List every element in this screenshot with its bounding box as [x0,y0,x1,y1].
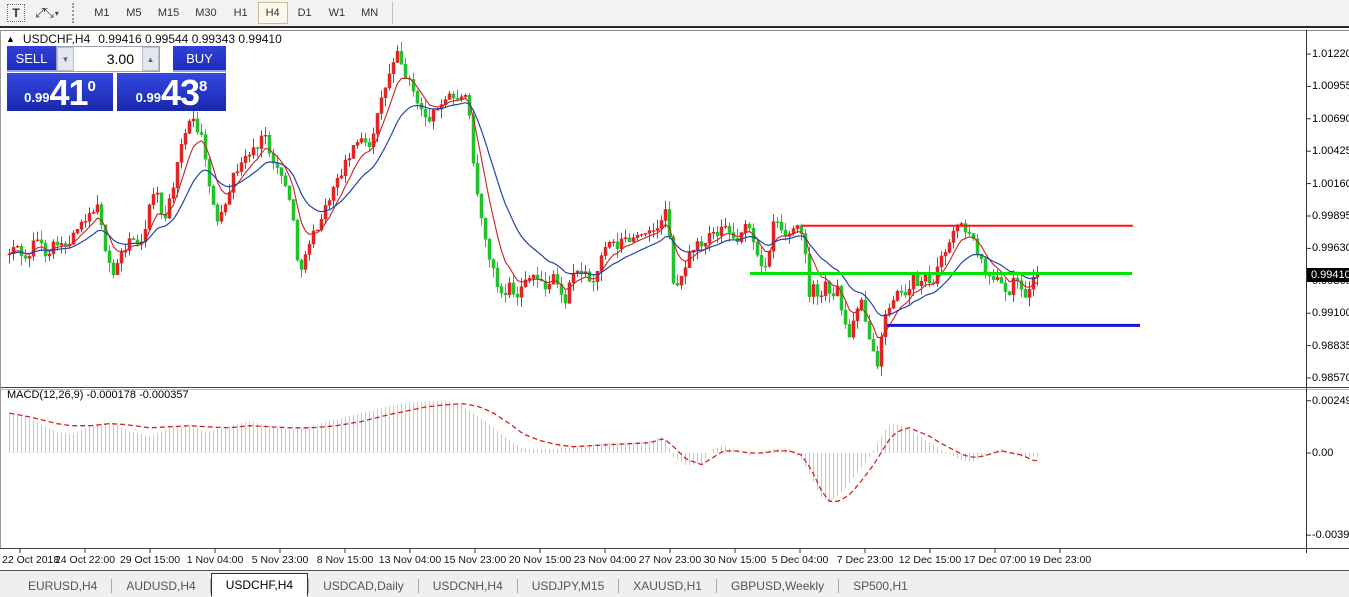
buy-price-main: 43 [160,71,200,113]
buy-button[interactable]: BUY [173,46,226,72]
text-label-tool-button[interactable]: T [4,2,28,24]
lot-size-input[interactable]: 3.00 [74,47,142,71]
sell-button[interactable]: SELL [7,46,56,72]
tab-separator [516,579,518,593]
price-axis-label: 1.00425 [1312,145,1349,158]
time-axis-label: 1 Nov 04:00 [186,554,244,566]
price-axis-label: 1.00160 [1312,177,1349,190]
tab-separator [417,579,419,593]
arrows-tool-icon: ⤢⤡ [35,5,54,20]
time-axis-label: 23 Nov 04:00 [573,554,637,566]
chart-tab-usdcad[interactable]: USDCAD,Daily [323,579,404,593]
current-price-badge: 0.99410 [1307,268,1349,283]
price-axis-label: 0.99100 [1312,307,1349,320]
timeframe-button-h4[interactable]: H4 [257,2,288,24]
time-axis-label: 7 Dec 23:00 [836,554,894,566]
tab-separator [838,579,840,593]
price-axis-label: 1.00690 [1312,112,1349,125]
tab-separator [715,579,717,593]
toolbar-grip [71,3,78,23]
chart-tab-usdcnh[interactable]: USDCNH,H4 [432,579,503,593]
price-axis-label: 0.98570 [1312,371,1349,384]
sell-price-display[interactable]: 0.99 41 0 [7,73,113,111]
sell-price-prefix: 0.99 [24,90,50,105]
chevron-down-icon: ▾ [54,8,59,18]
collapse-panel-icon[interactable]: ▲ [6,34,15,44]
time-axis-label: 24 Oct 22:00 [54,554,116,566]
chart-tab-sp500[interactable]: SP500,H1 [853,579,908,593]
timeframe-button-h1[interactable]: H1 [233,7,248,19]
macd-axis-label: -0.003913 [1312,529,1349,542]
lot-decrease-button[interactable]: ▼ [57,47,74,71]
time-axis-label: 27 Nov 23:00 [638,554,702,566]
chart-tab-usdjpy[interactable]: USDJPY,M15 [531,579,605,593]
chart-window: ▲ USDCHF,H4 0.99416 0.99544 0.99343 0.99… [0,30,1349,570]
top-toolbar: T ⤢⤡ ▾ M1 M5 M15 M30 H1 H4 D1 W1 MN [0,0,1349,28]
time-axis-label: 13 Nov 04:00 [378,554,442,566]
text-tool-icon: T [7,4,25,22]
timeframe-button-m5[interactable]: M5 [126,7,142,19]
chart-tab-audusd[interactable]: AUDUSD,H4 [126,579,196,593]
macd-indicator-label: MACD(12,26,9) -0.000178 -0.000357 [7,389,189,401]
time-axis-label: 30 Nov 15:00 [703,554,767,566]
timeframe-button-m30[interactable]: M30 [195,7,217,19]
macd-axis-label: 0.002492 [1312,394,1349,407]
chart-tab-usdchf[interactable]: USDCHF,H4 [210,573,309,597]
price-axis-label: 1.01220 [1312,48,1349,60]
tab-separator [308,579,310,593]
timeframe-button-m15[interactable]: M15 [157,7,180,19]
time-axis-label: 29 Oct 15:00 [119,554,181,566]
chart-ohlc-values: 0.99416 0.99544 0.99343 0.99410 [98,32,282,46]
chart-tab-eurusd[interactable]: EURUSD,H4 [28,579,98,593]
timeframe-button-w1[interactable]: W1 [328,7,346,19]
time-axis-label: 22 Oct 2018 [2,554,60,566]
sell-price-pip: 0 [87,78,96,95]
lot-increase-button[interactable]: ▲ [142,47,159,71]
timeframe-buttons: M1 M5 M15 M30 H1 H4 D1 W1 MN [86,2,386,24]
one-click-trade-panel: SELL ▼ 3.00 ▲ BUY 0.99 41 0 0.99 43 8 [7,46,226,111]
tab-separator [618,579,620,593]
timeframe-button-d1[interactable]: D1 [297,7,312,19]
arrows-tool-button[interactable]: ⤢⤡ ▾ [32,2,62,24]
buy-price-pip: 8 [199,78,208,95]
time-axis-label: 15 Nov 23:00 [443,554,507,566]
chart-tab-gbpusd[interactable]: GBPUSD,Weekly [730,579,825,593]
buy-price-display[interactable]: 0.99 43 8 [117,73,226,111]
chart-tab-bar: EURUSD,H4 AUDUSD,H4 USDCHF,H4 USDCAD,Daily U… [0,570,1349,597]
time-axis-label: 8 Nov 15:00 [316,554,374,566]
time-axis-label: 17 Dec 07:00 [963,554,1027,566]
buy-price-prefix: 0.99 [135,90,161,105]
chart-symbol: USDCHF,H4 [22,32,91,46]
time-axis-label: 12 Dec 15:00 [898,554,962,566]
time-axis-label: 20 Nov 15:00 [508,554,572,566]
macd-axis-label: 0.00 [1312,447,1334,459]
time-axis-label: 5 Nov 23:00 [251,554,309,566]
chart-tab-xauusd[interactable]: XAUUSD,H1 [633,579,702,593]
price-axis-label: 0.99895 [1312,209,1349,222]
toolbar-separator [392,2,394,24]
tab-separator [111,579,113,593]
price-axis-label: 0.99630 [1312,242,1349,255]
price-chart-canvas[interactable] [0,30,1349,570]
price-axis-label: 0.98835 [1312,339,1349,352]
tab-separator [209,579,211,593]
timeframe-button-mn[interactable]: MN [361,7,379,19]
chart-title: ▲ USDCHF,H4 0.99416 0.99544 0.99343 0.99… [6,32,282,46]
time-axis-label: 19 Dec 23:00 [1028,554,1092,566]
price-axis-label: 1.00955 [1312,80,1349,93]
time-axis-label: 5 Dec 04:00 [771,554,829,566]
lot-size-spinner: ▼ 3.00 ▲ [56,46,160,72]
sell-price-main: 41 [49,71,88,113]
timeframe-button-m1[interactable]: M1 [94,7,110,19]
